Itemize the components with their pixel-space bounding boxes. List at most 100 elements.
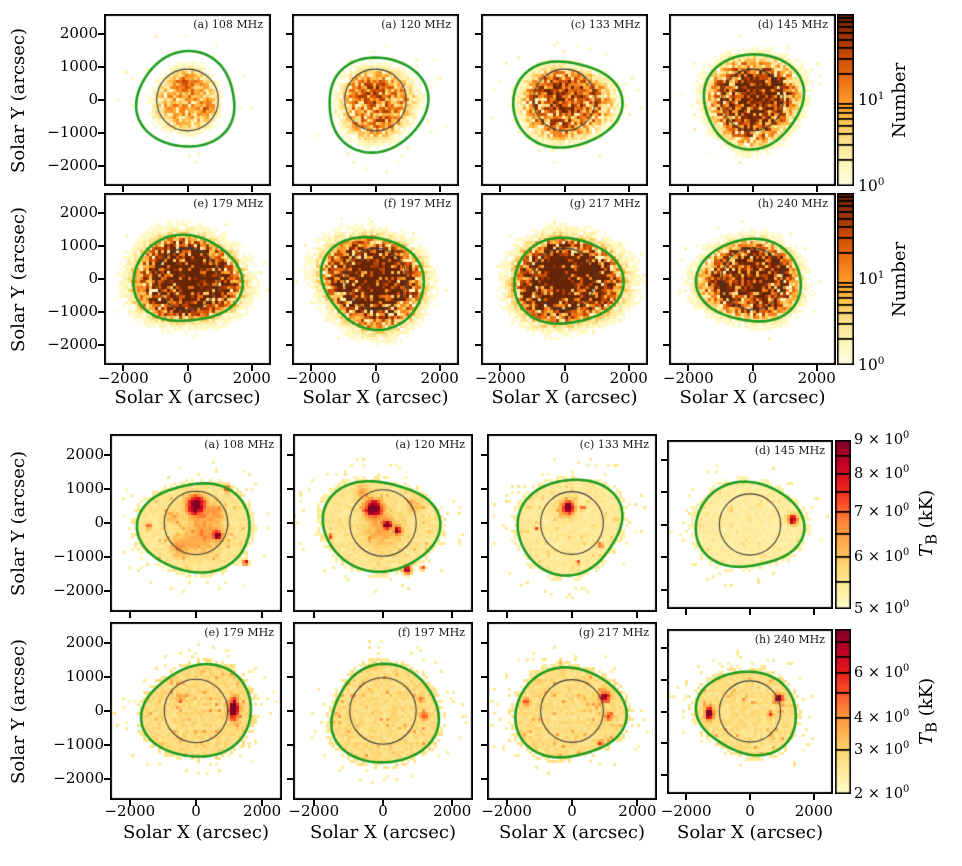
y-tick-mark [286, 211, 292, 214]
y-tick-mark [286, 132, 292, 135]
y-tick-mark [661, 773, 667, 776]
y-tick-mark [98, 344, 104, 347]
x-tick-mark [499, 186, 502, 192]
y-tick-mark [481, 487, 487, 490]
y-tick-mark [287, 641, 293, 644]
y-axis-label: Solar Y (arcsec) [8, 450, 29, 596]
panel-tb-217mhz: (g) 217 MHz [481, 622, 657, 806]
ytick-label: 2000 [59, 202, 98, 221]
y-tick-mark [661, 710, 667, 713]
heatmap-canvas-count-145mhz [669, 14, 836, 186]
y-tick-mark [287, 487, 293, 490]
panel-frequency-label: (e) 179 MHz [204, 626, 274, 639]
y-tick-mark [663, 65, 669, 68]
xtick-label: −2000 [97, 369, 149, 387]
x-tick-mark [687, 186, 690, 192]
ytick-label: 0 [88, 90, 98, 108]
xtick-label: 2000 [794, 802, 833, 820]
colorbar-tick-exp: 1 [877, 269, 885, 281]
x-tick-mark [812, 794, 815, 800]
y-tick-mark [475, 65, 481, 68]
colorbar-label-number: Number [889, 241, 910, 317]
y-tick-mark [663, 211, 669, 214]
y-tick-mark [98, 278, 104, 280]
colorbar-tick-exp: 0 [877, 355, 885, 367]
y-tick-mark [286, 65, 292, 68]
y-tick-mark [663, 311, 669, 314]
x-tick-mark [310, 186, 313, 192]
colorbar-tick-exp: 0 [903, 739, 910, 751]
colorbar-tick-label: 8 × 100 [854, 464, 909, 482]
colorbar-tick-coef: 9 × 10 [854, 431, 904, 448]
colorbar-tick-label: 100 [858, 176, 884, 195]
colorbar-tick-coef: 2 × 10 [854, 785, 904, 802]
x-axis-label: Solar X (arcsec) [677, 822, 823, 843]
colorbar-tick-exp: 1 [877, 90, 885, 102]
y-tick-mark [481, 744, 487, 747]
y-tick-mark [663, 278, 669, 280]
y-tick-mark [104, 487, 110, 490]
colorbar-tick-label: 7 × 100 [854, 502, 909, 520]
heatmap-canvas-tb-197mhz [293, 622, 473, 800]
panel-frequency-label: (e) 179 MHz [193, 197, 263, 210]
heatmap-canvas-tb-145mhz [667, 440, 833, 609]
panel-frequency-label: (h) 240 MHz [754, 633, 825, 646]
xtick-label: 2000 [618, 802, 657, 820]
y-tick-mark [475, 99, 481, 101]
y-tick-mark [286, 165, 292, 168]
panel-count-217mhz: (g) 217 MHz [475, 193, 648, 371]
y-tick-mark [287, 675, 293, 678]
x-tick-mark [749, 609, 751, 615]
ytick-label: 0 [88, 269, 98, 287]
ytick-label: 2000 [65, 632, 104, 651]
x-tick-mark [636, 800, 639, 806]
colorbar-tick-coef: 4 × 10 [854, 709, 904, 726]
x-tick-mark [563, 365, 566, 371]
y-tick-mark [481, 453, 487, 456]
y-tick-mark [481, 675, 487, 678]
x-tick-mark [438, 365, 441, 371]
colorbar-tick-exp: 0 [877, 176, 885, 188]
xtick-label: 0 [559, 369, 570, 387]
colorbar-tick-coef: 10 [858, 270, 878, 289]
x-tick-mark [310, 365, 313, 371]
x-tick-mark [382, 612, 384, 618]
colorbar-tick-exp: 0 [903, 546, 910, 558]
colorbar-tick-coef: 6 × 10 [854, 665, 904, 682]
colorbar-label-tb: TB (kK) [916, 453, 941, 593]
y-tick-mark [104, 710, 110, 712]
x-tick-mark [195, 800, 197, 806]
colorbar-tick-exp: 0 [903, 502, 910, 514]
ytick-label: −2000 [47, 335, 98, 354]
y-tick-mark [287, 522, 293, 524]
colorbar-count-row2 [837, 193, 854, 365]
heatmap-canvas-tb-133mhz [487, 434, 657, 612]
colorbar-count-row1 [837, 14, 854, 186]
panel-tb-133mhz: (c) 133 MHz [481, 434, 657, 618]
y-tick-mark [661, 491, 667, 493]
panel-tb-197mhz: (f) 197 MHz [287, 622, 473, 806]
y-tick-mark [663, 32, 669, 35]
y-tick-mark [287, 453, 293, 456]
heatmap-canvas-tb-179mhz [110, 622, 282, 800]
panel-frequency-label: (c) 133 MHz [579, 438, 649, 451]
colorbar-tick-coef: 3 × 10 [854, 741, 904, 758]
heatmap-canvas-tb-108mhz [110, 434, 282, 612]
heatmap-canvas-tb-217mhz [487, 622, 657, 800]
ytick-label: 1000 [59, 56, 98, 75]
xtick-label: 2000 [609, 369, 648, 387]
tb-symbol: T [916, 732, 937, 745]
xtick-label: 0 [191, 802, 201, 820]
y-tick-mark [286, 99, 292, 101]
y-tick-mark [475, 165, 481, 168]
x-tick-mark [815, 186, 818, 192]
x-tick-mark [186, 186, 189, 192]
colorbar-tick-coef: 10 [858, 91, 878, 110]
y-tick-mark [481, 710, 487, 712]
x-axis-label: Solar X (arcsec) [499, 822, 645, 843]
tb-subscript: B [922, 721, 941, 733]
xtick-label: −2000 [104, 802, 156, 820]
y-tick-mark [287, 744, 293, 747]
panel-frequency-label: (a) 108 MHz [204, 438, 274, 451]
xtick-label: 0 [378, 802, 388, 820]
